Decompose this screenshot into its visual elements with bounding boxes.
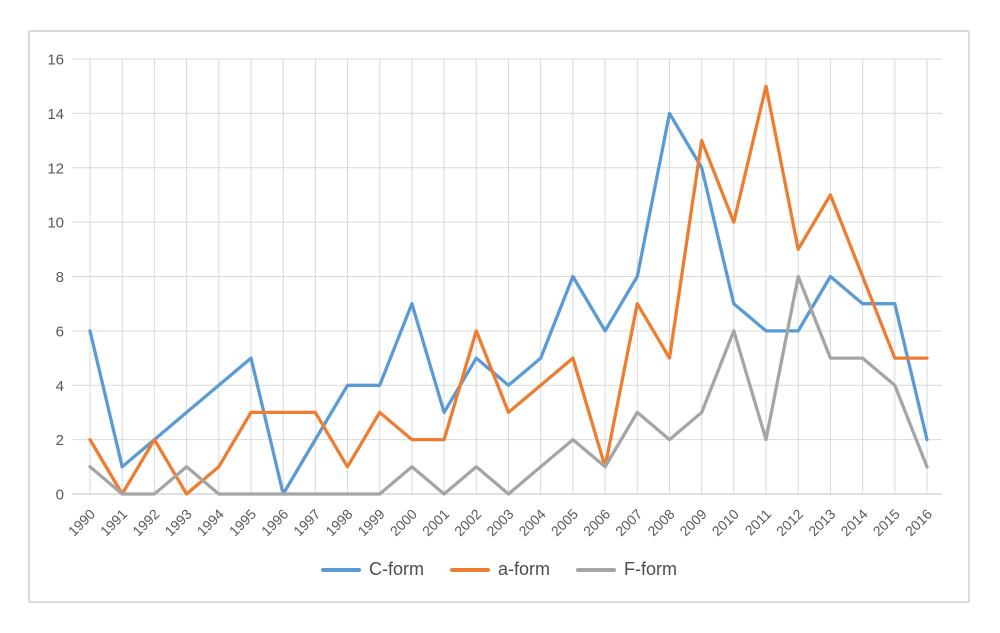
x-tick-label: 1993 (161, 506, 194, 539)
x-tick-label: 2016 (902, 506, 935, 539)
x-tick-label: 1994 (194, 506, 227, 539)
legend-item-c-form: C-form (320, 559, 424, 580)
legend-line-swatch (320, 568, 361, 572)
x-tick-label: 1990 (65, 506, 98, 539)
x-tick-label: 2015 (870, 506, 903, 539)
y-tick-label: 16 (47, 52, 64, 69)
x-tick-label: 2011 (742, 506, 775, 539)
series-line-f-form (88, 274, 929, 496)
y-tick-label: 12 (47, 160, 64, 177)
legend-item-f-form: F-form (576, 560, 677, 580)
x-tick-label: 1991 (97, 506, 130, 539)
legend-label: a-form (497, 559, 550, 579)
plot-area: 0246810121416199019911992199319941995199… (47, 52, 942, 539)
legend-label: F-form (624, 559, 677, 579)
x-tick-label: 1992 (129, 506, 162, 539)
x-tick-label: 2014 (837, 506, 870, 539)
x-tick-label: 2001 (419, 506, 452, 539)
x-tick-label: 2007 (612, 506, 645, 539)
legend-label: C-form (368, 559, 424, 579)
x-tick-label: 2009 (676, 506, 709, 539)
y-tick-label: 4 (56, 378, 64, 395)
x-tick-label: 2000 (387, 506, 420, 539)
x-tick-label: 2004 (515, 506, 548, 539)
x-tick-label: 1995 (226, 506, 259, 539)
x-tick-label: 1998 (322, 506, 355, 539)
x-tick-label: 1996 (258, 506, 291, 539)
legend-line-swatch (576, 568, 616, 572)
chart-legend: C-form a-form F-form (30, 560, 968, 580)
x-tick-label: 1997 (290, 506, 323, 539)
y-tick-label: 10 (47, 215, 64, 232)
legend-item-a-form: a-form (449, 559, 550, 580)
x-tick-label: 2012 (773, 506, 806, 539)
y-tick-label: 8 (56, 269, 64, 286)
x-tick-label: 2005 (548, 506, 581, 539)
x-tick-label: 2013 (805, 506, 838, 539)
x-tick-label: 2006 (580, 506, 613, 539)
y-tick-label: 14 (47, 106, 64, 123)
x-tick-label: 2010 (709, 506, 742, 539)
x-tick-label: 1999 (354, 506, 387, 539)
x-tick-label: 2003 (483, 506, 516, 539)
chart-frame[interactable]: 0 2 4 6 8 10 12 14 16 1990 1991 1992 1993 1994 1995 199… (28, 30, 970, 603)
y-tick-label: 0 (56, 487, 64, 504)
y-tick-label: 6 (56, 323, 64, 340)
legend-line-swatch (449, 568, 490, 572)
series-line-a-form (88, 84, 929, 496)
x-tick-label: 2002 (451, 506, 484, 539)
y-tick-label: 2 (56, 432, 64, 449)
x-tick-label: 2008 (644, 506, 677, 539)
